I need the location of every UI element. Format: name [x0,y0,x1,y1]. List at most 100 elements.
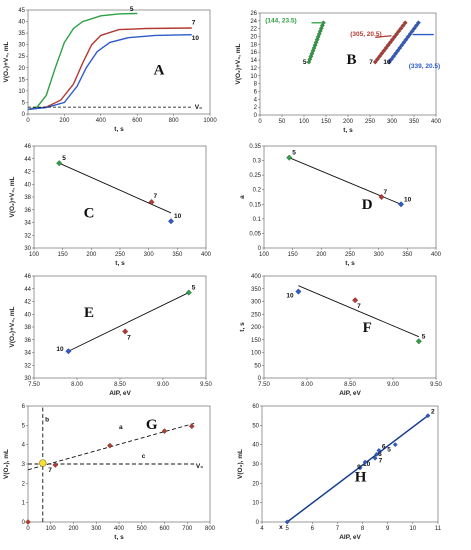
x-axis-label: t, s [115,260,125,267]
y-tick-label: 14 [250,58,257,64]
y-tick-label: 50 [252,423,259,429]
data-point [403,37,409,43]
data-point [286,154,293,161]
data-point [401,40,407,45]
y-tick-label: 8 [254,82,258,88]
data-point [357,465,363,471]
data-point [386,59,392,65]
y-tick-label: 15 [18,77,25,83]
x-tick-label: 100 [29,252,40,258]
y-tick-label: 40 [252,443,259,449]
point-label: 5 [192,285,196,292]
y-axis-label: t, s [239,322,246,332]
x-tick-label: 9.50 [200,382,212,388]
data-point [318,25,324,31]
data-point [398,201,405,208]
x-tick-label: 1000 [203,118,217,124]
point-label: 10 [286,293,294,300]
x-tick-label: 250 [365,119,376,125]
data-point [425,413,431,419]
data-point [392,442,398,448]
series-label: 10 [383,59,391,66]
y-tick-label: 20 [18,66,25,72]
data-point [376,448,382,453]
y-tick-label: 38 [24,195,31,201]
y-tick-label: 300 [251,300,262,306]
y-tick-label: 40 [24,182,31,188]
y-axis-label: V(O₂)+V₀, mL [3,41,10,82]
fit-line [68,292,189,352]
plot-area [33,275,207,379]
y-tick-label: 60 [252,404,259,410]
data-point [395,48,401,54]
x-tick-label: 400 [431,119,442,125]
data-point [405,34,411,40]
data-point [122,328,129,335]
line-label: V₀ [196,463,203,470]
series-label: 10 [192,35,200,42]
y-tick-label: 50 [254,363,261,369]
x-tick-label: 150 [321,119,332,125]
y-tick-label: 30 [18,43,25,49]
x-tick-label: 350 [172,252,183,258]
x-tick-label: 200 [68,526,79,532]
y-tick-label: 150 [251,338,262,344]
point-label: x [279,524,283,531]
data-point [411,25,417,31]
y-tick-label: 4 [254,97,258,103]
point-label: 5 [292,150,296,157]
y-tick-label: 0.25 [249,173,261,179]
fit-line [298,285,419,338]
x-axis-label: t, s [345,260,355,267]
data-point [396,28,402,34]
x-tick-label: 0 [26,118,30,124]
data-point [372,455,378,461]
data-point [312,42,318,48]
x-tick-label: 200 [343,119,354,125]
data-point [148,199,155,206]
point-label: 7 [154,193,158,200]
y-tick-label: 0 [254,113,258,119]
data-point [402,20,408,26]
data-point [397,45,403,51]
y-tick-label: 10 [18,89,25,95]
chart-panel-b: 0 50 100 150 200 250 300 350 4000246810121416182… [235,11,442,134]
x-tick-label: 400 [96,118,107,124]
point-annotation: (305, 20.5) [350,31,381,38]
y-tick-label: 5 [22,100,26,106]
x-tick-label: 800 [169,118,180,124]
data-point [188,423,195,430]
y-tick-label: 0.15 [249,202,261,208]
panel-label: B [347,52,357,68]
data-point [398,25,404,31]
series-line-10 [27,34,192,111]
y-tick-label: 350 [251,287,262,293]
panel-label: A [154,62,165,78]
x-tick-label: 0 [258,119,262,125]
intersection-point [39,459,47,467]
point-label: 7 [127,334,131,341]
y-tick-label: 46 [24,274,31,280]
y-tick-label: 46 [24,144,31,150]
chart-panel-a: 0 200 400 600 800 1000 0 5 10 15 20 25 30 35 40 45 t, s V… [3,6,217,133]
x-tick-label: 400 [201,252,212,258]
data-point [378,193,385,201]
plot-area [261,405,439,523]
y-tick-label: 3 [22,462,26,468]
x-tick-label: 200 [86,252,97,258]
point-label: 7 [379,457,383,464]
data-point [383,45,389,51]
data-point [284,519,290,525]
data-point [389,37,395,43]
point-label: 9 [357,464,361,471]
y-tick-label: 0 [258,376,262,382]
y-tick-label: 18 [250,42,257,48]
x-tick-label: 100 [259,252,270,258]
y-axis-label: a [239,195,246,199]
x-axis-label: t, s [343,127,353,134]
x-axis-label: AIP, eV [339,534,361,541]
y-tick-label: 42 [24,300,31,306]
x-tick-label: 700 [182,526,193,532]
